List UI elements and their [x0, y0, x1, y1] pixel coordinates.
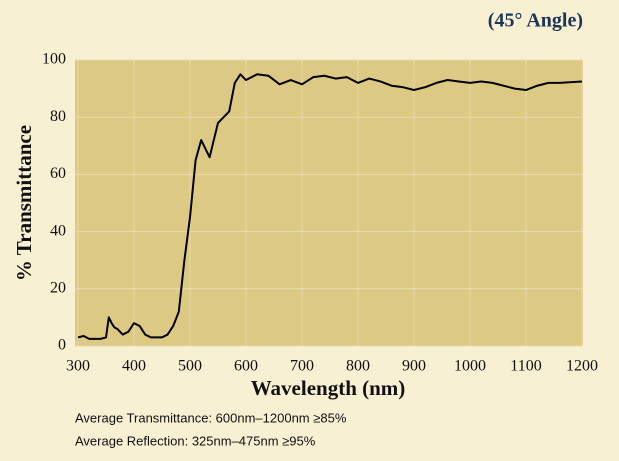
y-tick-label: 0: [58, 337, 66, 354]
y-tick-label: 80: [50, 108, 66, 125]
plot-area: [75, 60, 583, 346]
y-tick-label: 60: [50, 165, 66, 182]
chart-title: (45° Angle): [488, 10, 583, 32]
x-axis-label: Wavelength (nm): [251, 376, 406, 400]
x-tick-label: 1100: [510, 358, 541, 375]
note: Average Transmittance: 600nm–1200nm ≥85%: [75, 410, 347, 425]
x-tick-label: 500: [178, 358, 202, 375]
y-tick-label: 20: [50, 279, 66, 296]
y-tick-label: 40: [50, 222, 66, 239]
x-tick-label: 1200: [566, 358, 598, 375]
y-axis-label: % Transmittance: [12, 125, 36, 281]
x-tick-label: 700: [290, 358, 314, 375]
note: Average Reflection: 325nm–475nm ≥95%: [75, 433, 316, 448]
x-tick-label: 1000: [454, 358, 486, 375]
line: [77, 73, 583, 340]
x-tick-label: 600: [234, 358, 258, 375]
x-tick-label: 400: [122, 358, 146, 375]
x-tick-label: 900: [402, 358, 426, 375]
x-tick-label: 300: [66, 358, 90, 375]
y-tick-label: 100: [42, 51, 66, 68]
x-tick-label: 800: [346, 358, 370, 375]
